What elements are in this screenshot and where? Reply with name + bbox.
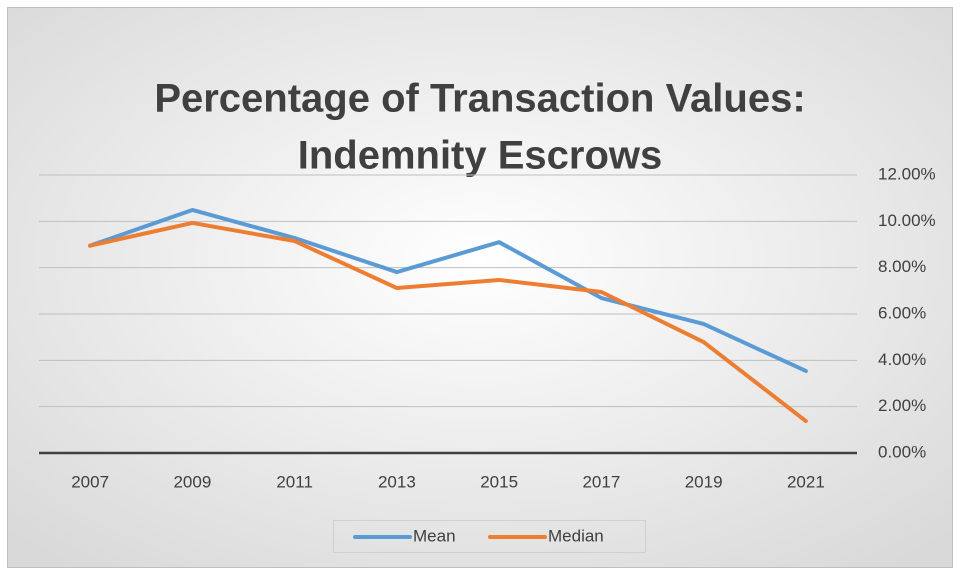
chart-background bbox=[7, 7, 953, 568]
legend-box bbox=[333, 520, 646, 553]
x-tick-label: 2009 bbox=[173, 472, 211, 491]
y-tick-label: 12.00% bbox=[878, 164, 936, 183]
chart-title: Indemnity Escrows bbox=[298, 134, 663, 178]
x-tick-label: 2015 bbox=[480, 472, 518, 491]
series-line bbox=[88, 207, 808, 373]
x-tick-label: 2013 bbox=[378, 472, 416, 491]
legend-label: Median bbox=[548, 526, 604, 545]
x-tick-label: 2007 bbox=[71, 472, 109, 491]
y-tick-label: 8.00% bbox=[878, 257, 926, 276]
y-tick-label: 4.00% bbox=[878, 350, 926, 369]
x-tick-label: 2021 bbox=[787, 472, 825, 491]
chart-title: Percentage of Transaction Values: bbox=[154, 77, 805, 121]
y-tick-label: 10.00% bbox=[878, 211, 936, 230]
y-tick-label: 0.00% bbox=[878, 442, 926, 461]
y-tick-label: 6.00% bbox=[878, 303, 926, 322]
y-tick-label: 2.00% bbox=[878, 396, 926, 415]
legend-label: Mean bbox=[413, 526, 456, 545]
series-line bbox=[88, 220, 808, 424]
x-tick-label: 2017 bbox=[582, 472, 620, 491]
x-tick-label: 2011 bbox=[276, 472, 313, 491]
x-tick-label: 2019 bbox=[685, 472, 723, 491]
